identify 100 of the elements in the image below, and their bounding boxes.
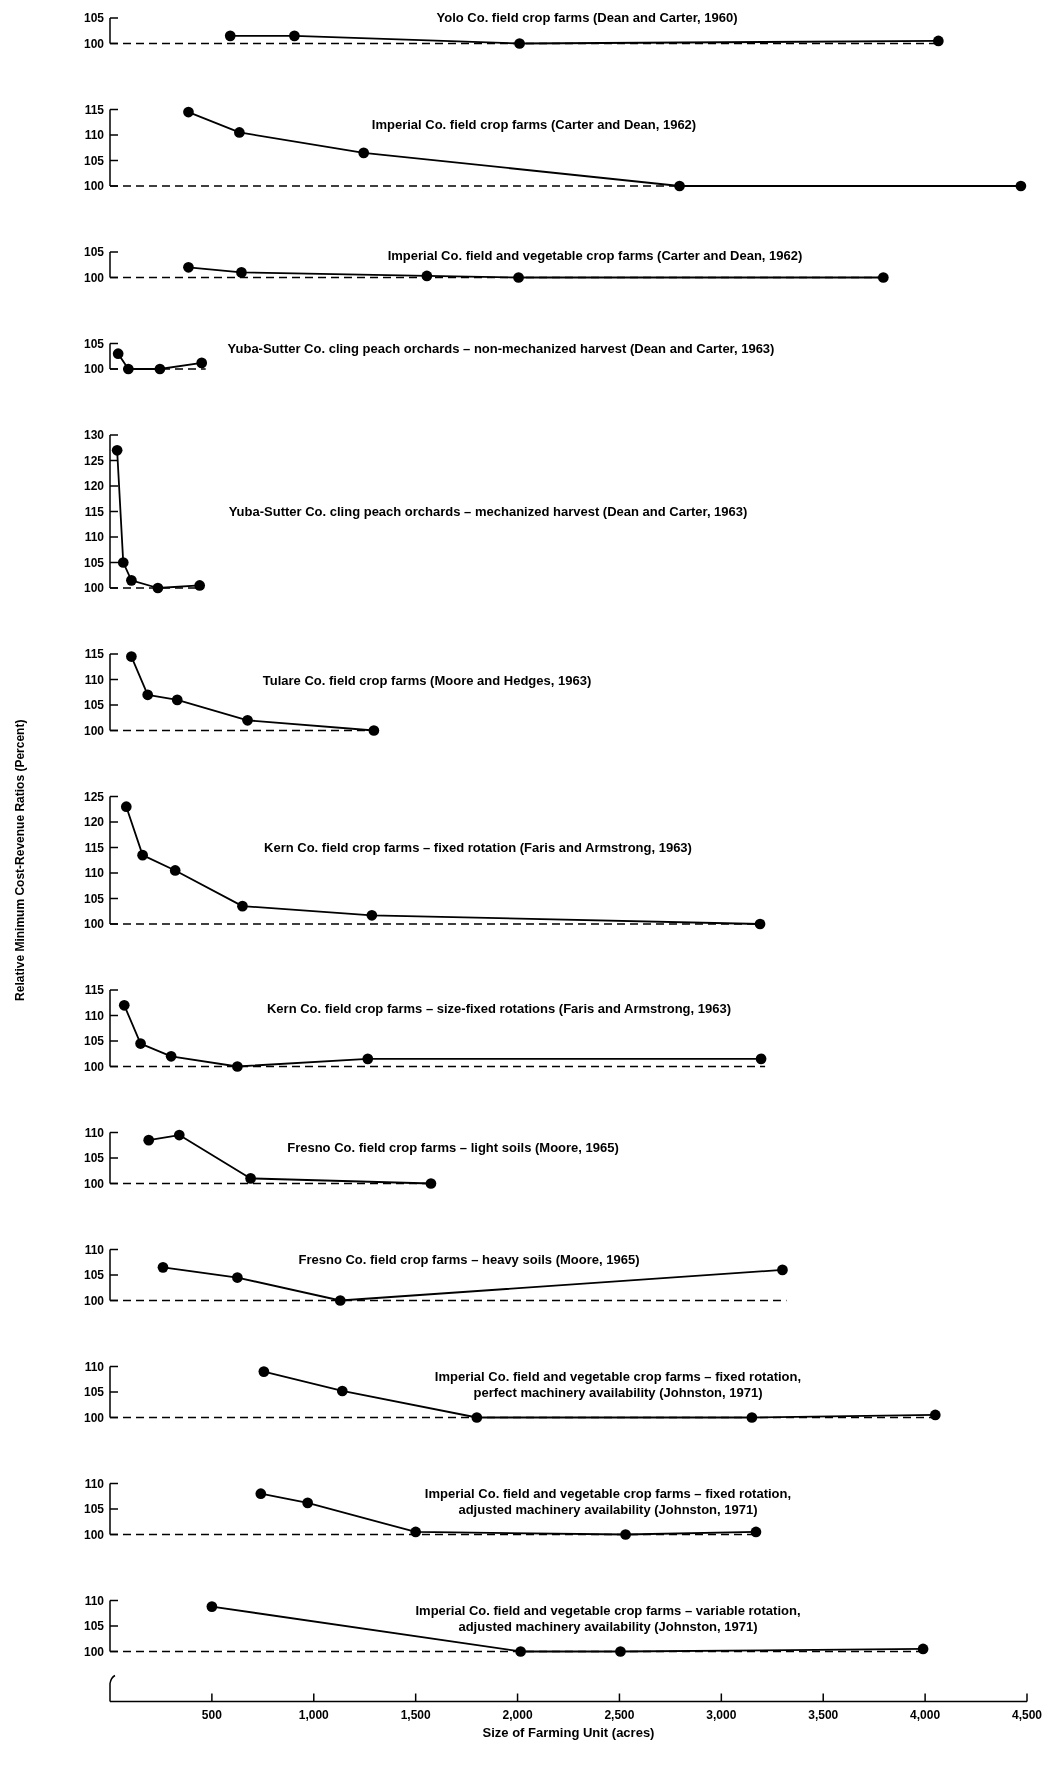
chart-title: Imperial Co. field and vegetable crop farms (Carter and Dean, 1962) xyxy=(387,247,803,263)
point xyxy=(336,1385,348,1397)
point xyxy=(334,1295,346,1306)
point xyxy=(157,1262,169,1273)
y-tick-label: 130 xyxy=(83,428,105,443)
chart-title: Fresno Co. field crop farms – heavy soils (Moore, 1965) xyxy=(298,1251,640,1267)
y-tick-label: 120 xyxy=(83,479,105,494)
point xyxy=(933,35,944,47)
x-axis-title: Size of Farming Unit (acres) xyxy=(482,1724,655,1740)
y-tick-label: 105 xyxy=(83,245,105,260)
y-tick-label: 105 xyxy=(83,336,105,351)
y-tick-label: 125 xyxy=(83,789,105,804)
x-tick-label: 4,500 xyxy=(1011,1707,1043,1722)
point xyxy=(142,689,154,701)
point xyxy=(258,1366,270,1377)
point xyxy=(410,1526,422,1538)
text: Imperial Co. field crop farms (Carter and Dean, 1962) xyxy=(371,116,697,132)
point xyxy=(877,272,889,283)
x-tick-label: 2,000 xyxy=(502,1707,533,1722)
y-tick-label: 105 xyxy=(83,1151,105,1166)
y-tick-label: 100 xyxy=(83,723,105,738)
text: Kern Co. field crop farms – size-fixed rotations (Faris and Armstrong, 1963) xyxy=(266,1001,732,1017)
point xyxy=(917,1643,929,1655)
text: Imperial Co. field and vegetable crop farms – fixed rotation, adjusted machinery availability (Johnston, 1971) xyxy=(424,1485,792,1517)
y-axis-title: Relative Minimum Cost-Revenue Ratios (Percent) xyxy=(13,719,27,1001)
y-tick-label: 100 xyxy=(83,1176,105,1191)
y-tick-label: 100 xyxy=(83,36,105,51)
point xyxy=(302,1497,314,1509)
x-tick-label: 1,500 xyxy=(400,1707,432,1722)
y-tick-label: 105 xyxy=(83,555,105,570)
text: Yuba-Sutter Co. cling peach orchards – mechanized harvest (Dean and Carter, 1963) xyxy=(228,503,748,519)
y-tick-label: 110 xyxy=(84,866,105,881)
chart-title: Yuba-Sutter Co. cling peach orchards – non-mechanized harvest (Dean and Carter, 1963) xyxy=(227,340,775,356)
point xyxy=(515,1646,526,1657)
y-tick-label: 110 xyxy=(84,1593,105,1608)
point xyxy=(135,1038,146,1049)
point xyxy=(117,557,129,568)
point xyxy=(421,270,433,282)
point xyxy=(111,444,123,456)
point xyxy=(366,909,378,921)
point xyxy=(154,363,166,375)
point xyxy=(237,900,248,912)
x-tick-label: 1,000 xyxy=(298,1707,330,1722)
y-tick-label: 105 xyxy=(83,891,105,906)
point xyxy=(513,272,524,283)
x-tick-label: 2,500 xyxy=(604,1707,635,1722)
point xyxy=(620,1529,631,1540)
y-tick-label: 100 xyxy=(83,581,105,596)
point xyxy=(674,180,685,192)
y-tick-label: 110 xyxy=(84,1008,105,1023)
y-tick-label: 100 xyxy=(83,362,105,377)
point xyxy=(224,30,236,42)
point xyxy=(777,1264,788,1276)
x-tick-label: 4,000 xyxy=(910,1707,941,1722)
y-tick-label: 100 xyxy=(83,917,105,932)
point xyxy=(236,267,247,278)
point xyxy=(514,38,525,49)
y-tick-label: 115 xyxy=(84,983,105,998)
point xyxy=(755,1053,767,1065)
y-tick-label: 120 xyxy=(83,815,105,830)
point xyxy=(615,1646,626,1657)
y-tick-label: 110 xyxy=(84,1359,105,1374)
y-tick-label: 100 xyxy=(83,1527,105,1542)
point xyxy=(183,106,194,118)
y-tick-label: 110 xyxy=(84,1242,105,1257)
point xyxy=(471,1412,483,1423)
y-tick-label: 105 xyxy=(83,1385,105,1400)
y-tick-label: 100 xyxy=(83,1293,105,1308)
y-tick-label: 110 xyxy=(84,128,105,143)
text: Fresno Co. field crop farms – light soils (Moore, 1965) xyxy=(287,1139,619,1155)
y-tick-label: 105 xyxy=(83,1268,105,1283)
y-tick-label: 105 xyxy=(83,11,105,26)
y-tick-label: 110 xyxy=(84,1125,105,1140)
y-tick-label: 100 xyxy=(83,1059,105,1074)
y-tick-label: 100 xyxy=(83,179,105,194)
y-tick-label: 105 xyxy=(83,1619,105,1634)
point xyxy=(194,580,206,591)
point xyxy=(245,1173,256,1184)
point xyxy=(242,714,253,726)
point xyxy=(368,725,380,736)
point xyxy=(255,1488,267,1500)
point xyxy=(112,348,124,360)
point xyxy=(122,363,134,375)
y-tick-label: 105 xyxy=(83,1502,105,1517)
point xyxy=(118,999,130,1011)
point xyxy=(120,801,132,813)
point xyxy=(750,1526,762,1538)
point xyxy=(143,1134,155,1146)
y-tick-label: 115 xyxy=(84,504,105,519)
point xyxy=(126,575,137,586)
y-tick-label: 110 xyxy=(84,672,105,687)
y-tick-label: 100 xyxy=(83,270,105,285)
y-tick-label: 125 xyxy=(83,453,105,468)
text: Tulare Co. field crop farms (Moore and Hedges, 1963) xyxy=(262,672,592,688)
point xyxy=(929,1409,941,1421)
chart-title: Yolo Co. field crop farms (Dean and Carter, 1960) xyxy=(436,10,738,25)
y-tick-label: 110 xyxy=(84,1476,105,1491)
y-tick-label: 105 xyxy=(83,1034,105,1049)
point xyxy=(173,1129,185,1141)
point xyxy=(362,1053,374,1065)
